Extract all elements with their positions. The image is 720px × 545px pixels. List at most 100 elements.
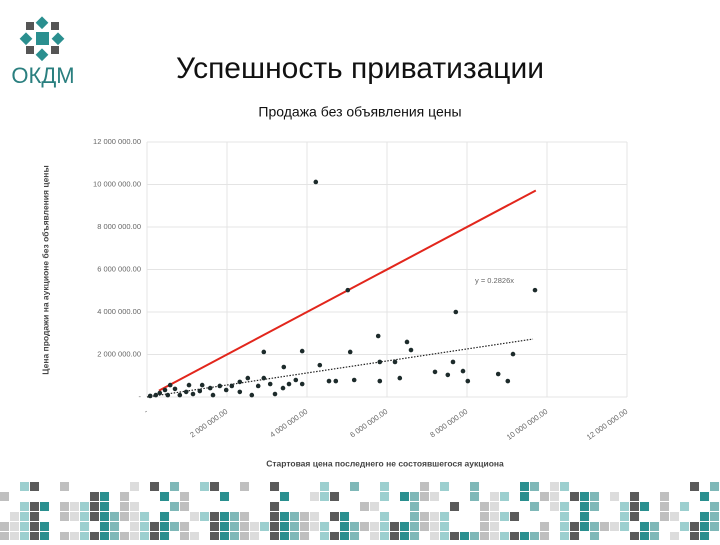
mosaic-tile: [0, 532, 9, 541]
point: [197, 388, 203, 394]
mosaic-tile: [360, 502, 369, 511]
mosaic-tile: [280, 492, 289, 501]
mosaic-tile: [610, 522, 619, 531]
point: [377, 378, 383, 384]
mosaic-tile: [90, 532, 99, 541]
x-tick-label: 2 000 000.00: [188, 407, 229, 439]
mosaic-tile: [570, 532, 579, 541]
mosaic-tile: [380, 512, 389, 521]
mosaic-tile: [390, 522, 399, 531]
point: [229, 383, 235, 389]
mosaic-tile: [220, 512, 229, 521]
point: [223, 387, 229, 393]
mosaic-tile: [90, 492, 99, 501]
mosaic-tile: [340, 522, 349, 531]
x-tick-label: -: [142, 407, 150, 416]
logo: ОКДМ: [11, 16, 75, 88]
mosaic-tile: [590, 492, 599, 501]
mosaic-tile: [560, 522, 569, 531]
mosaic-tile: [530, 532, 539, 541]
point: [317, 362, 323, 368]
mosaic-tile: [700, 512, 709, 521]
mosaic-tile: [620, 502, 629, 511]
mosaic-tile: [590, 522, 599, 531]
mosaic-tile: [710, 502, 719, 511]
x-tick-label: 6 000 000.00: [348, 407, 389, 439]
point: [377, 359, 383, 365]
mosaic-tile: [330, 532, 339, 541]
mosaic-tile: [610, 492, 619, 501]
mosaic-tile: [30, 482, 39, 491]
mosaic-tile: [430, 492, 439, 501]
logo-square: [51, 32, 65, 46]
mosaic-tile: [280, 512, 289, 521]
mosaic-tile: [670, 512, 679, 521]
mosaic-tile: [670, 532, 679, 541]
mosaic-tile: [700, 522, 709, 531]
mosaic-tile: [240, 522, 249, 531]
mosaic-tile: [230, 522, 239, 531]
mosaic-tile: [300, 522, 309, 531]
mosaic-tile: [430, 512, 439, 521]
mosaic-tile: [60, 512, 69, 521]
mosaic-tile: [60, 482, 69, 491]
mosaic-tile: [130, 482, 139, 491]
mosaic-tile: [490, 512, 499, 521]
y-tick-label: 4 000 000.00: [97, 307, 141, 316]
mosaic-tile: [580, 512, 589, 521]
mosaic-tile: [680, 522, 689, 531]
y-axis-title: Цена продажи на аукционе без объявления …: [40, 165, 50, 374]
point: [326, 378, 332, 384]
point: [286, 381, 292, 387]
mosaic-tile: [490, 502, 499, 511]
mosaic-tile: [170, 482, 179, 491]
mosaic-tile: [160, 512, 169, 521]
mosaic-tile: [510, 532, 519, 541]
mosaic-tile: [230, 532, 239, 541]
logo-square: [26, 22, 34, 30]
point: [237, 389, 243, 395]
mosaic-tile: [710, 512, 719, 521]
point: [199, 382, 205, 388]
mosaic-tile: [340, 532, 349, 541]
mosaic-tile: [510, 512, 519, 521]
mosaic-tile: [340, 512, 349, 521]
mosaic-tile: [320, 482, 329, 491]
point: [345, 287, 351, 293]
point: [404, 339, 410, 345]
mosaic-tile: [630, 532, 639, 541]
mosaic-tile: [490, 492, 499, 501]
point: [351, 377, 357, 383]
point: [347, 349, 353, 355]
mosaic-tile: [270, 512, 279, 521]
mosaic-tile: [470, 492, 479, 501]
mosaic-tile: [640, 522, 649, 531]
mosaic-tile: [710, 482, 719, 491]
point: [147, 393, 153, 399]
point: [532, 287, 538, 293]
mosaic-tile: [440, 512, 449, 521]
mosaic-tile: [20, 532, 29, 541]
mosaic-tile: [280, 522, 289, 531]
point: [460, 368, 466, 374]
mosaic-tile: [270, 482, 279, 491]
mosaic-tile: [220, 522, 229, 531]
mosaic-tile: [240, 532, 249, 541]
point: [162, 387, 168, 393]
mosaic-tile: [400, 522, 409, 531]
mosaic-tile: [580, 492, 589, 501]
mosaic-tile: [40, 522, 49, 531]
mosaic-tile: [480, 532, 489, 541]
mosaic-tile: [100, 492, 109, 501]
mosaic-tile: [250, 522, 259, 531]
mosaic-tile: [620, 512, 629, 521]
point: [299, 348, 305, 354]
point: [299, 381, 305, 387]
point: [245, 375, 251, 381]
mosaic-tile: [120, 512, 129, 521]
mosaic-tile: [330, 512, 339, 521]
mosaic-tile: [540, 532, 549, 541]
point: [313, 179, 319, 185]
mosaic-tile: [540, 492, 549, 501]
